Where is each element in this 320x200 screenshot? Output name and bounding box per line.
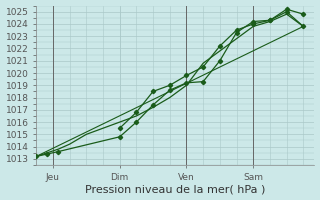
X-axis label: Pression niveau de la mer( hPa ): Pression niveau de la mer( hPa ) (85, 184, 266, 194)
